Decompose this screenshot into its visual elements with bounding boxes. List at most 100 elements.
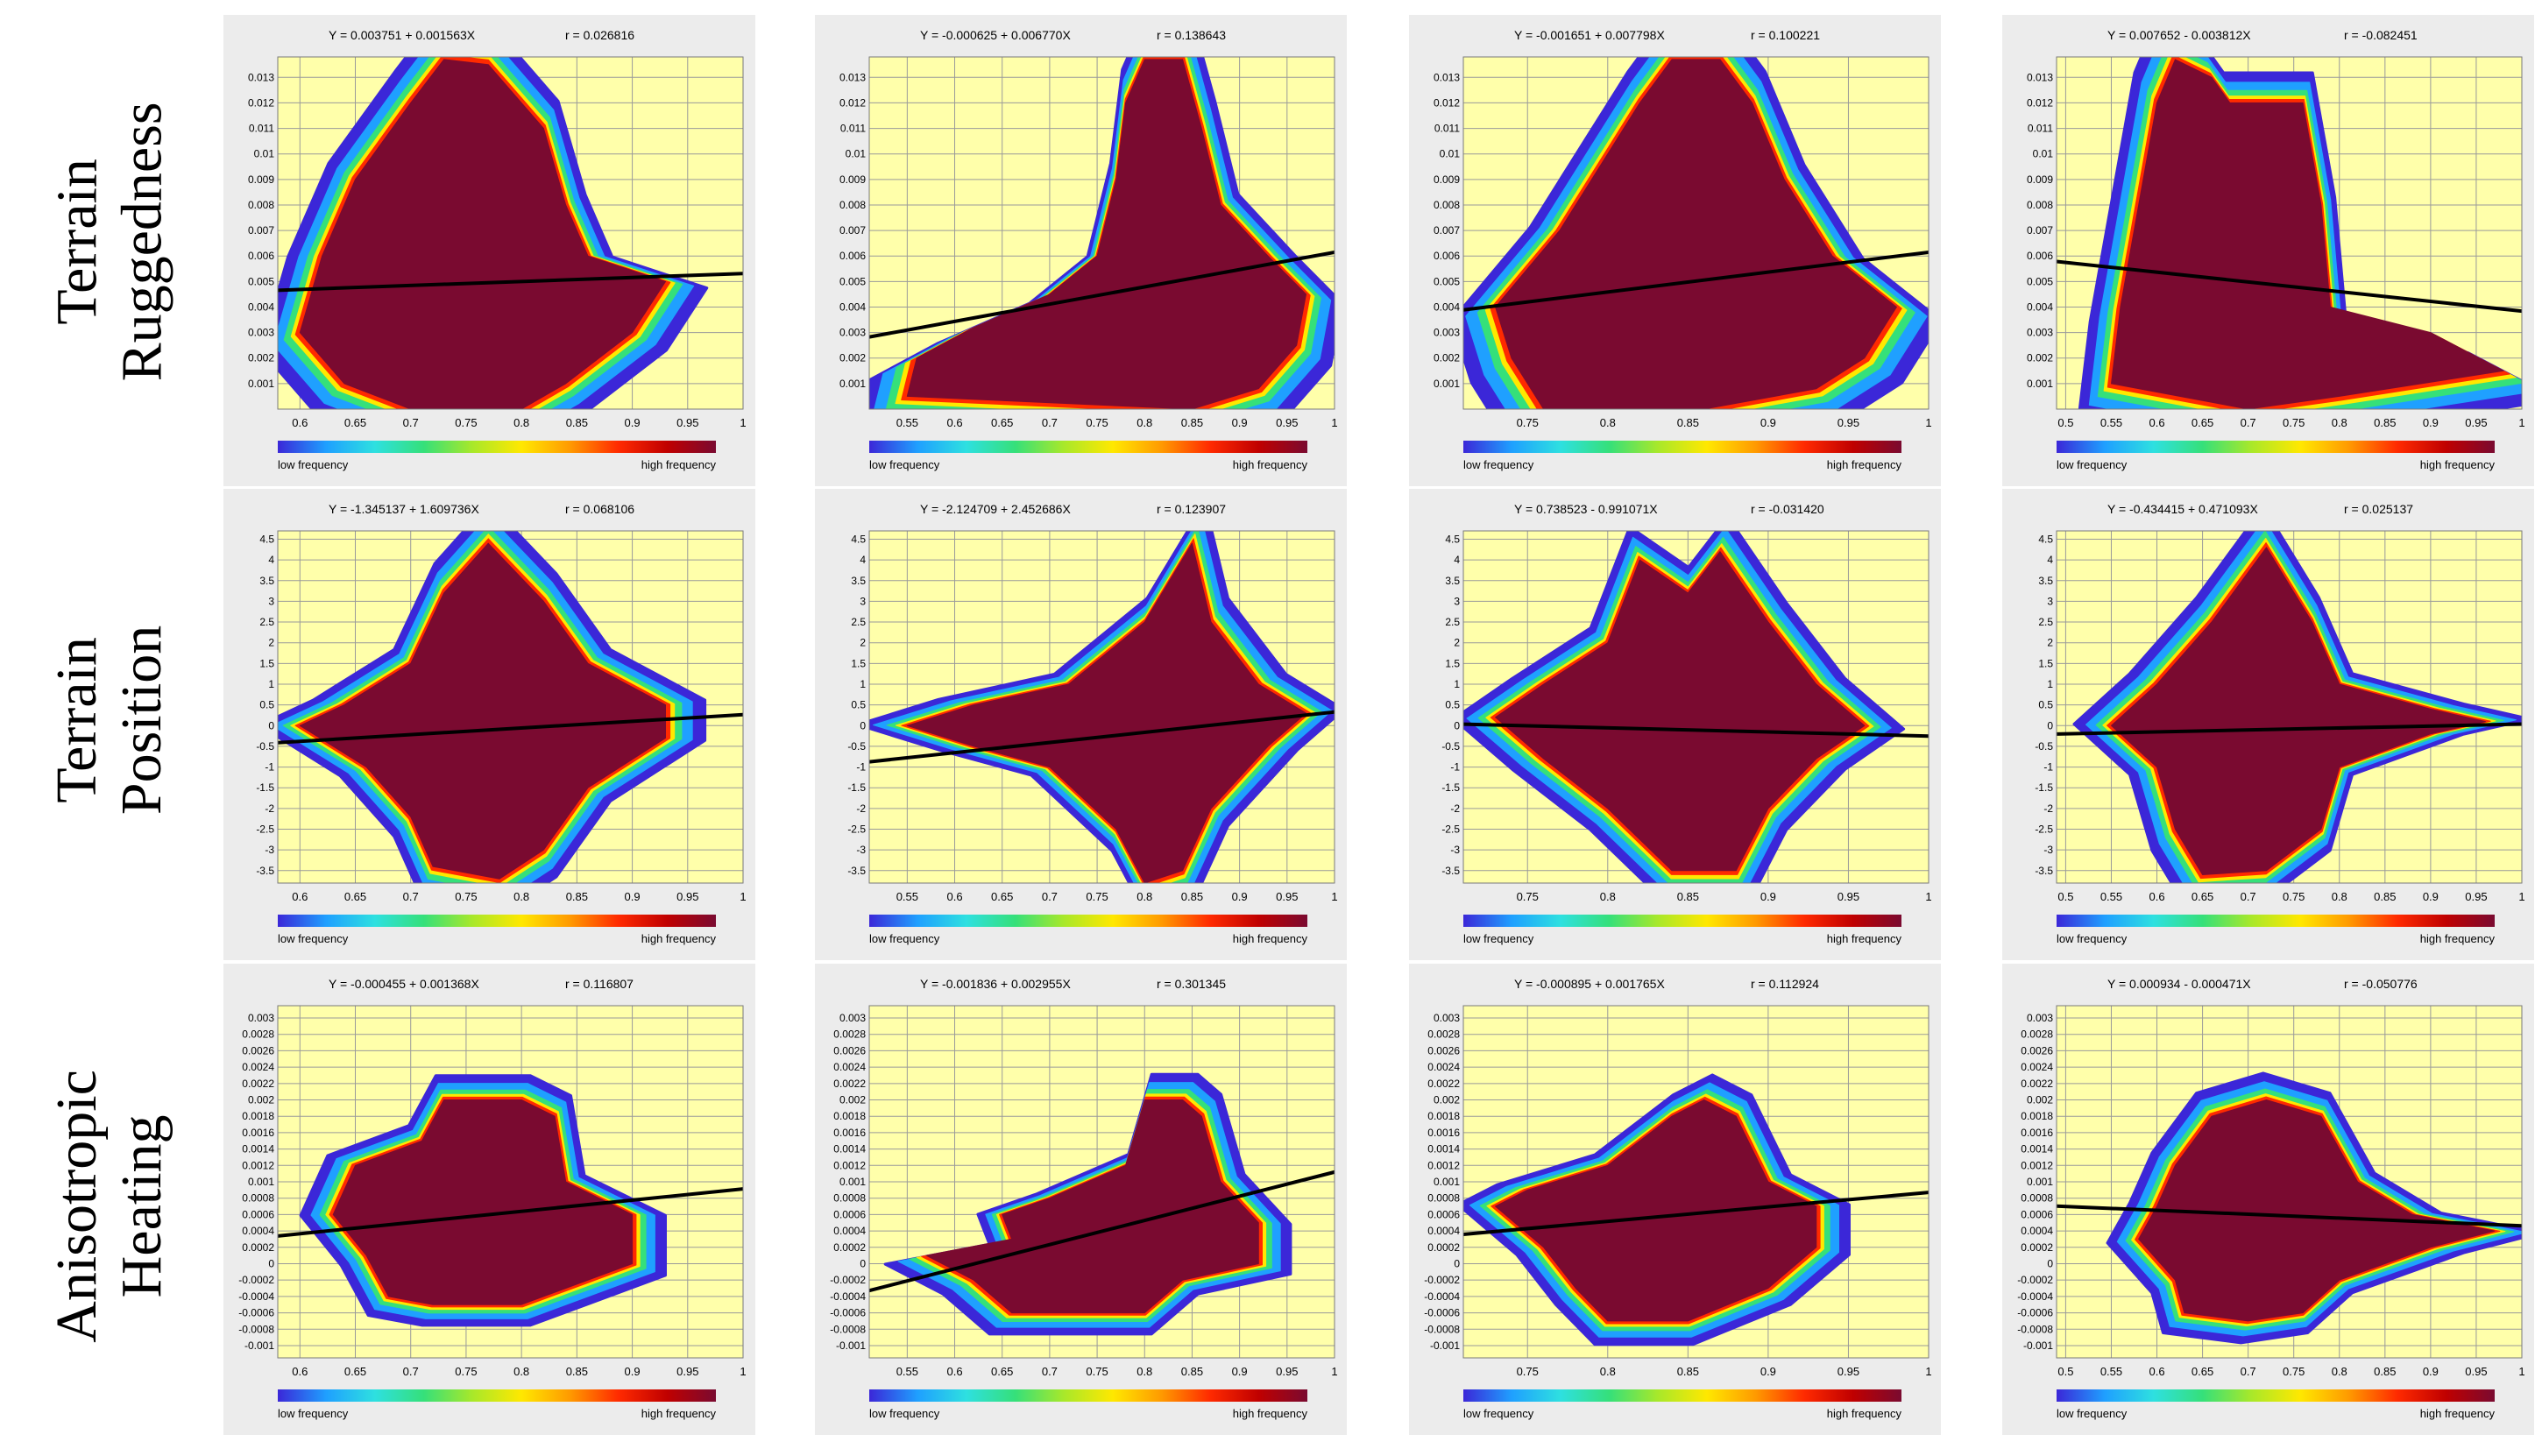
regression-equation: Y = -0.001836 + 0.002955X xyxy=(920,977,1071,991)
y-tick-label: -1.5 xyxy=(256,781,274,794)
plot-border xyxy=(277,56,744,410)
y-tick-label: 3.5 xyxy=(851,575,866,587)
colorbar-low-label: low frequency xyxy=(2057,458,2128,471)
x-tick-label: 0.8 xyxy=(2332,416,2347,429)
x-tick-label: 0.7 xyxy=(1042,890,1058,903)
density-core xyxy=(299,59,666,409)
x-tick-label: 1 xyxy=(740,416,746,429)
y-tick-label: 2.5 xyxy=(259,616,274,628)
colorbar-low-label: low frequency xyxy=(1463,932,1534,945)
y-tick-label: 3.5 xyxy=(259,575,274,587)
y-tick-label: -0.0004 xyxy=(1424,1290,1460,1303)
plot-border xyxy=(1462,1005,1930,1359)
y-tick-label: 0.0008 xyxy=(1427,1192,1460,1205)
y-tick-label: 3.5 xyxy=(2038,575,2053,587)
regression-line xyxy=(869,710,1335,764)
y-tick-label: 2.5 xyxy=(1445,616,1460,628)
y-tick-label: 0.002 xyxy=(839,352,866,364)
x-tick-label: 1 xyxy=(740,1365,746,1378)
x-tick-label: 0.8 xyxy=(1600,416,1616,429)
y-tick-label: 2 xyxy=(268,637,274,649)
density-region xyxy=(2106,1071,2522,1345)
x-tick-label: 0.85 xyxy=(566,890,588,903)
y-tick-label: 0.0014 xyxy=(242,1143,274,1156)
x-tick-label: 0.7 xyxy=(1042,1365,1058,1378)
y-tick-label: 0 xyxy=(268,1257,274,1269)
y-tick-label: 0.006 xyxy=(248,250,274,262)
y-tick-label: 0.0012 xyxy=(833,1159,866,1171)
regression-line xyxy=(869,251,1335,339)
y-tick-label: 2 xyxy=(2047,637,2053,649)
correlation-label: r = 0.026816 xyxy=(565,28,634,42)
y-tick-label: -0.0002 xyxy=(1424,1274,1460,1286)
y-tick-label: 0.002 xyxy=(2027,352,2053,364)
y-tick-label: -0.0008 xyxy=(1424,1323,1460,1335)
x-tick-label: 0.9 xyxy=(1232,416,1248,429)
x-tick-label: 0.75 xyxy=(1517,1365,1539,1378)
y-tick-label: 0.011 xyxy=(2028,123,2053,135)
y-tick-label: 0.001 xyxy=(1434,378,1460,390)
y-tick-label: 0.0008 xyxy=(2021,1192,2053,1205)
y-tick-label: 0.0026 xyxy=(2021,1044,2053,1057)
density-region xyxy=(869,57,1335,409)
regression-equation: Y = -1.345137 + 1.609736X xyxy=(329,502,479,516)
x-tick-label: 0.8 xyxy=(2332,1365,2347,1378)
y-tick-label: 0.0022 xyxy=(2021,1078,2053,1090)
y-tick-label: 0.003 xyxy=(1434,327,1460,339)
y-tick-label: 0.013 xyxy=(1434,71,1460,83)
y-tick-label: 0.5 xyxy=(1445,699,1460,711)
x-tick-label: 0.65 xyxy=(344,1365,366,1378)
y-tick-label: 0.0028 xyxy=(242,1028,274,1041)
y-tick-label: 1.5 xyxy=(1445,657,1460,669)
y-tick-label: 0.008 xyxy=(839,199,866,211)
y-tick-label: 0.001 xyxy=(839,1176,866,1188)
regression-line xyxy=(2057,259,2522,314)
x-tick-label: 0.95 xyxy=(2465,1365,2487,1378)
y-tick-label: 1 xyxy=(268,678,274,690)
y-tick-label: 0.011 xyxy=(249,123,274,135)
correlation-label: r = -0.050776 xyxy=(2344,977,2418,991)
y-tick-label: 0.007 xyxy=(248,224,274,237)
y-tick-label: 2.5 xyxy=(2038,616,2053,628)
y-tick-label: 0 xyxy=(2047,1257,2053,1269)
regression-line xyxy=(278,712,743,745)
density-core xyxy=(1495,59,1897,409)
y-tick-label: 0.0026 xyxy=(833,1044,866,1057)
x-tick-label: 0.9 xyxy=(2423,416,2439,429)
y-tick-label: 0.5 xyxy=(2038,699,2053,711)
x-tick-label: 0.85 xyxy=(1677,1365,1699,1378)
x-tick-label: 0.85 xyxy=(1181,416,1203,429)
x-tick-label: 1 xyxy=(1331,890,1337,903)
y-tick-label: 0.0002 xyxy=(2021,1241,2053,1254)
y-tick-label: 0.0004 xyxy=(1427,1225,1460,1237)
y-tick-label: 0.009 xyxy=(248,173,274,186)
x-tick-label: 1 xyxy=(1331,1365,1337,1378)
y-tick-label: 0.0024 xyxy=(242,1061,274,1073)
y-tick-label: 0.011 xyxy=(840,123,866,135)
correlation-label: r = 0.100221 xyxy=(1751,28,1820,42)
y-tick-label: 0.001 xyxy=(2027,1176,2053,1188)
y-tick-label: 1 xyxy=(860,678,866,690)
y-tick-label: 0.0026 xyxy=(242,1044,274,1057)
y-tick-label: 4.5 xyxy=(2038,533,2053,545)
y-tick-label: 3.5 xyxy=(1445,575,1460,587)
y-tick-label: 0.003 xyxy=(2027,1012,2053,1024)
x-tick-label: 0.85 xyxy=(1181,1365,1203,1378)
regression-equation: Y = -0.001651 + 0.007798X xyxy=(1514,28,1665,42)
y-tick-label: 0.5 xyxy=(851,699,866,711)
y-tick-label: 0.0026 xyxy=(1427,1044,1460,1057)
y-tick-label: 0.002 xyxy=(248,1094,274,1106)
x-tick-label: 0.8 xyxy=(1600,890,1616,903)
density-region xyxy=(278,57,709,409)
y-tick-label: 1.5 xyxy=(851,657,866,669)
x-tick-label: 0.85 xyxy=(1677,416,1699,429)
regression-equation: Y = -0.000455 + 0.001368X xyxy=(329,977,479,991)
colorbar xyxy=(2057,441,2495,453)
y-tick-label: 0.0014 xyxy=(2021,1143,2053,1156)
plot-border xyxy=(2056,1005,2523,1359)
colorbar xyxy=(869,915,1307,927)
x-tick-label: 0.75 xyxy=(455,416,477,429)
x-tick-label: 0.9 xyxy=(1760,1365,1776,1378)
x-tick-label: 0.95 xyxy=(676,890,698,903)
y-tick-label: -0.0002 xyxy=(2017,1274,2053,1286)
